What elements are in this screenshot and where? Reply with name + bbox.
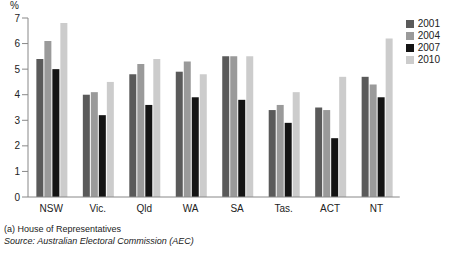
html-text:Source: Australian Electoral C: Source: Australian Electoral Commission … <box>4 236 194 246</box>
svg-text:5: 5 <box>14 64 20 75</box>
svg-text:Vic.: Vic. <box>89 203 106 214</box>
svg-text:Tas.: Tas. <box>274 203 292 214</box>
svg-text:NSW: NSW <box>40 203 64 214</box>
svg-text:3: 3 <box>14 115 20 126</box>
html-text:(a) House of Representatives: (a) House of Representatives <box>4 224 122 234</box>
svg-text:NT: NT <box>370 203 383 214</box>
svg-text:4: 4 <box>14 89 20 100</box>
svg-text:6: 6 <box>14 38 20 49</box>
svg-text:0: 0 <box>14 192 20 203</box>
svg-text:1: 1 <box>14 166 20 177</box>
svg-text:Qld: Qld <box>136 203 152 214</box>
svg-text:SA: SA <box>230 203 244 214</box>
html-text:2004: 2004 <box>417 30 440 41</box>
svg-text:2: 2 <box>14 140 20 151</box>
html-text:2010: 2010 <box>417 54 440 65</box>
svg-text:WA: WA <box>183 203 199 214</box>
html-text:2007: 2007 <box>417 42 440 53</box>
html-text:2001: 2001 <box>417 18 440 29</box>
svg-text:ACT: ACT <box>320 203 340 214</box>
svg-text:7: 7 <box>14 13 20 24</box>
